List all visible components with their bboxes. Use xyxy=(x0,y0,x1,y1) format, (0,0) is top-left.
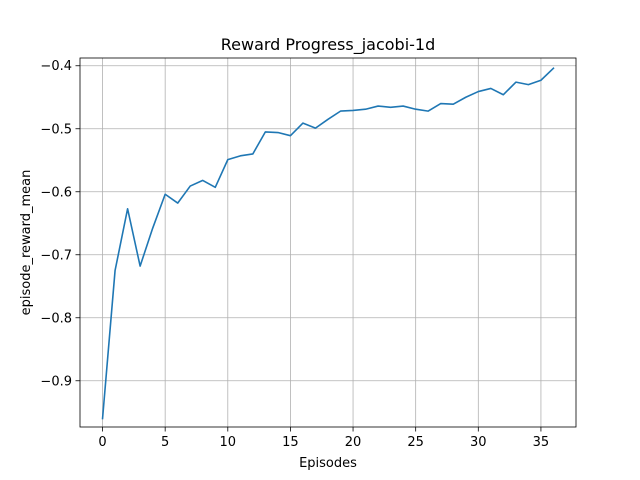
chart-title: Reward Progress_jacobi-1d xyxy=(221,35,436,55)
x-tick-label: 35 xyxy=(533,435,550,450)
x-tick-label: 10 xyxy=(220,435,237,450)
x-tick-label: 15 xyxy=(282,435,299,450)
y-tick-label: −0.7 xyxy=(40,248,72,263)
y-tick-label: −0.5 xyxy=(40,122,72,137)
x-axis-label: Episodes xyxy=(299,456,357,471)
plot-frame xyxy=(79,57,577,428)
x-tick-label: 25 xyxy=(407,435,424,450)
y-tick-label: −0.8 xyxy=(40,311,72,326)
series-layer xyxy=(101,67,555,420)
x-tick-label: 0 xyxy=(98,435,106,450)
series-line-episode_reward_mean xyxy=(101,67,555,420)
axis-ticks: 0 5 10 15 20 25 30 35 −0.9 −0.8 −0.7 −0.6 −0.5 −0.4 xyxy=(40,59,549,450)
x-tick-label: 20 xyxy=(345,435,362,450)
y-tick-label: −0.9 xyxy=(40,374,72,389)
y-axis-label: episode_reward_mean xyxy=(19,170,34,316)
grid-lines xyxy=(80,58,576,427)
y-tick-label: −0.4 xyxy=(40,59,72,74)
y-tick-label: −0.6 xyxy=(40,185,72,200)
x-tick-label: 30 xyxy=(470,435,487,450)
x-tick-label: 5 xyxy=(161,435,169,450)
